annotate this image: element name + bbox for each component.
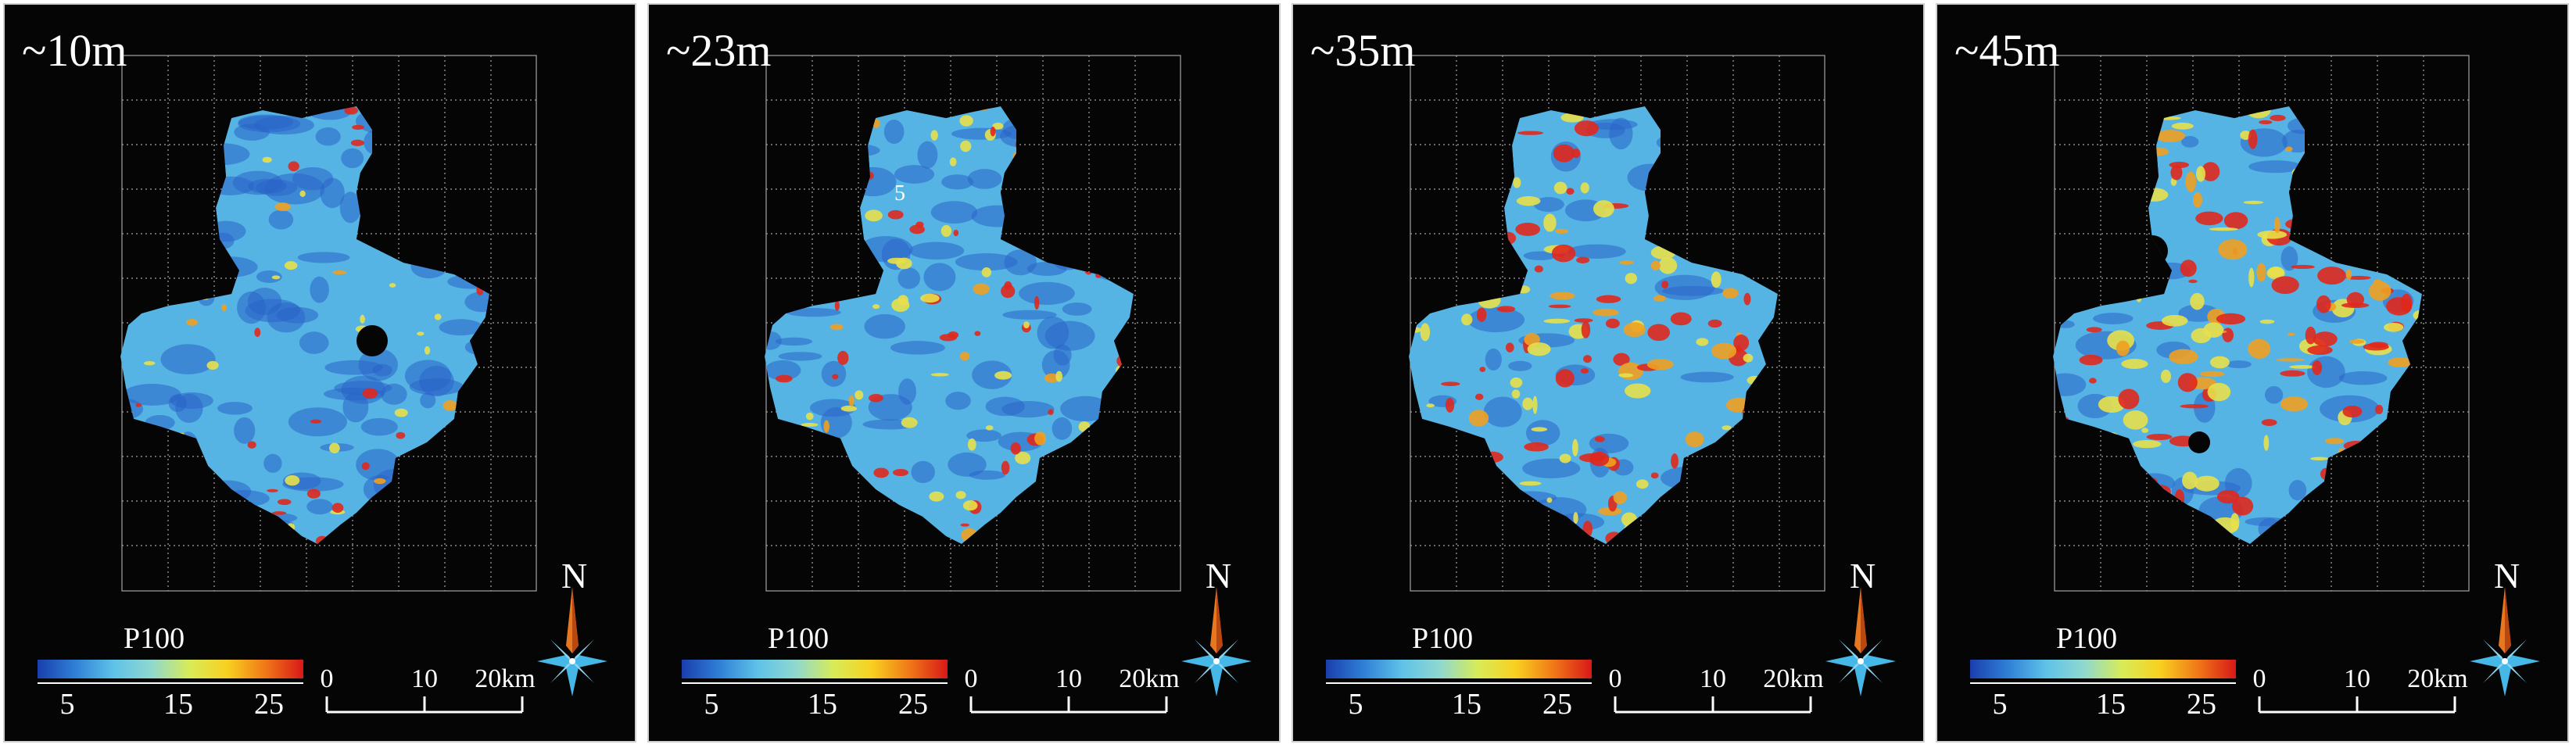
scale-bar-tick: 10 bbox=[2344, 664, 2370, 693]
scale-bar bbox=[969, 696, 1168, 714]
depth-label: ~35m bbox=[1310, 25, 1416, 76]
colorbar-title: P100 bbox=[124, 622, 185, 655]
compass-rose-icon bbox=[537, 587, 607, 696]
scale-bar bbox=[1614, 696, 1812, 714]
north-label: N bbox=[1206, 556, 1232, 596]
colorbar-tick: 15 bbox=[808, 688, 837, 721]
colorbar-tick: 25 bbox=[1542, 688, 1572, 721]
colorbar bbox=[38, 660, 303, 678]
colorbar-tick: 25 bbox=[254, 688, 284, 721]
scale-bar-tick: 0 bbox=[1608, 664, 1622, 693]
depth-label: ~23m bbox=[666, 25, 772, 76]
colorbar-tick: 15 bbox=[1452, 688, 1481, 721]
map-panel: ~45m P100 5 15 25 0 10 20km N bbox=[1936, 3, 2569, 743]
depth-label: ~10m bbox=[22, 25, 127, 76]
colorbar-title: P100 bbox=[2056, 622, 2118, 655]
colorbar-tick: 5 bbox=[59, 688, 75, 721]
scale-bar-tick: 0 bbox=[320, 664, 334, 693]
scale-bar-tick: 20km bbox=[1119, 664, 1180, 693]
depth-label: ~45m bbox=[1954, 25, 2060, 76]
colorbar-tick: 25 bbox=[898, 688, 928, 721]
compass-rose-icon bbox=[1825, 587, 1896, 696]
map-canvas bbox=[1970, 55, 2540, 714]
north-label: N bbox=[2494, 556, 2520, 596]
map-panel: ~35m P100 5 15 25 0 10 20km N bbox=[1292, 3, 1925, 743]
scale-bar-tick: 10 bbox=[1055, 664, 1082, 693]
scale-bar bbox=[2258, 696, 2456, 714]
colorbar-tick: 15 bbox=[2096, 688, 2126, 721]
scale-bar-tick: 20km bbox=[1763, 664, 1824, 693]
colorbar-title: P100 bbox=[1412, 622, 1474, 655]
scale-bar-tick: 10 bbox=[411, 664, 438, 693]
scale-bar-tick: 10 bbox=[1700, 664, 1726, 693]
colorbar-tick: 25 bbox=[2187, 688, 2216, 721]
colorbar-tick: 5 bbox=[1348, 688, 1363, 721]
colorbar-tick: 5 bbox=[704, 688, 719, 721]
map-annotation: 5 bbox=[894, 181, 905, 206]
p100-heatmap bbox=[1409, 106, 1778, 544]
scale-bar-tick: 0 bbox=[964, 664, 978, 693]
map-canvas bbox=[1326, 55, 1896, 714]
p100-heatmap bbox=[2053, 106, 2422, 544]
colorbar bbox=[682, 660, 948, 678]
colorbar-title: P100 bbox=[768, 622, 829, 655]
p100-heatmap bbox=[765, 106, 1134, 544]
scale-bar-tick: 20km bbox=[475, 664, 536, 693]
map-panel: ~10m P100 5 15 25 0 10 20km N bbox=[3, 3, 636, 743]
map-canvas bbox=[682, 55, 1252, 714]
colorbar-tick: 5 bbox=[1992, 688, 2008, 721]
map-canvas bbox=[38, 55, 607, 714]
p100-heatmap bbox=[120, 106, 489, 544]
north-label: N bbox=[561, 556, 588, 596]
scale-bar-tick: 0 bbox=[2252, 664, 2266, 693]
colorbar-tick: 15 bbox=[163, 688, 193, 721]
map-panel: ~23m 5 P100 5 15 25 0 10 20km N bbox=[647, 3, 1281, 743]
scale-bar bbox=[325, 696, 524, 714]
compass-rose-icon bbox=[1181, 587, 1252, 696]
compass-rose-icon bbox=[2470, 587, 2540, 696]
scale-bar-tick: 20km bbox=[2407, 664, 2468, 693]
north-label: N bbox=[1850, 556, 1876, 596]
colorbar bbox=[1970, 660, 2236, 678]
colorbar bbox=[1326, 660, 1592, 678]
